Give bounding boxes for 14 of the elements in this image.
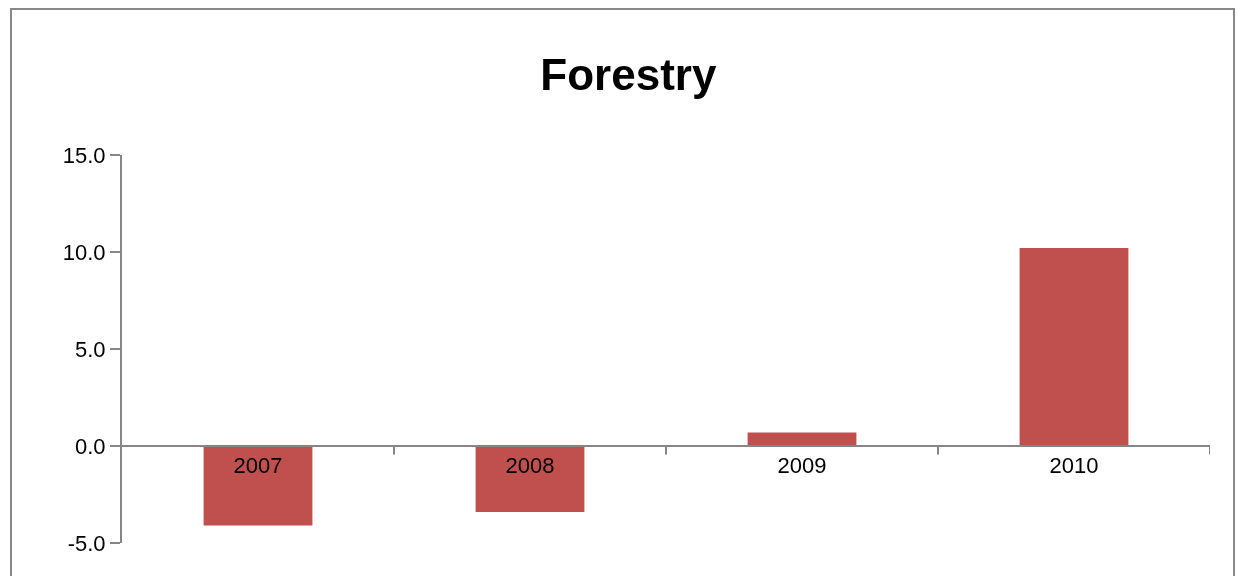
y-tick-label: 15.0 bbox=[62, 142, 106, 168]
chart-title: Forestry bbox=[540, 50, 717, 100]
bar bbox=[747, 432, 857, 446]
x-tick-label: 2007 bbox=[233, 453, 283, 479]
y-tick-label: 0.0 bbox=[75, 433, 106, 459]
x-tick-label: 2010 bbox=[1049, 453, 1099, 479]
x-tick-label: 2008 bbox=[505, 453, 555, 479]
bar bbox=[203, 446, 313, 526]
y-tick-label: 5.0 bbox=[75, 336, 106, 362]
bar bbox=[475, 446, 585, 512]
x-tick-label: 2009 bbox=[777, 453, 827, 479]
bar bbox=[1019, 248, 1129, 446]
y-tick-label: -5.0 bbox=[67, 530, 106, 556]
y-tick-label: 10.0 bbox=[62, 239, 106, 265]
